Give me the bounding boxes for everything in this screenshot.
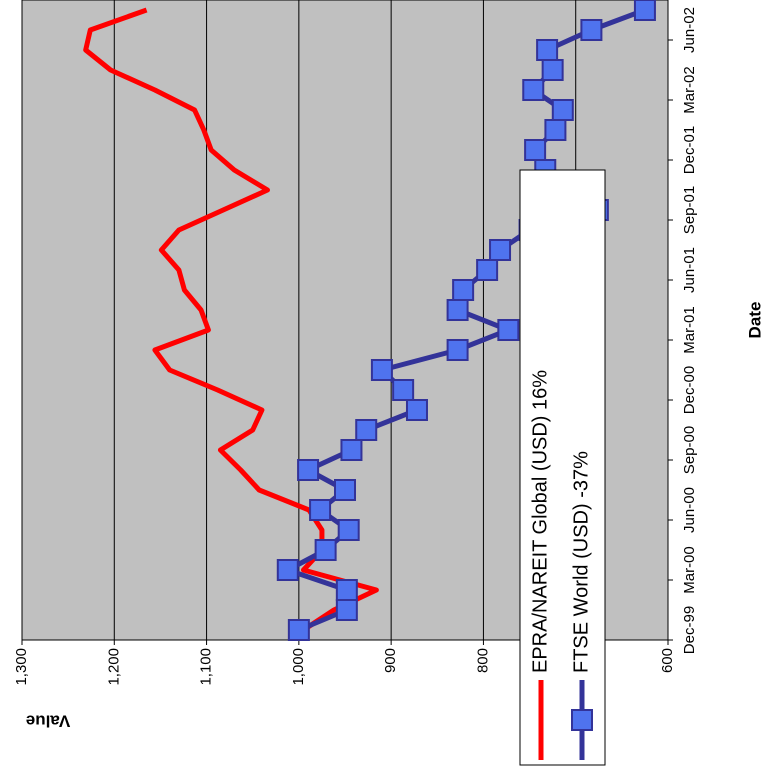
marker <box>476 259 499 281</box>
x-tick-label: Jun-01 <box>681 247 698 293</box>
legend-marker <box>571 709 593 731</box>
legend <box>519 169 606 766</box>
y-tick-label: 1,200 <box>105 648 122 686</box>
x-tick-label: Mar-00 <box>681 546 698 594</box>
x-tick-label: Jun-02 <box>681 7 698 53</box>
marker <box>497 319 520 341</box>
marker <box>446 339 469 361</box>
y-tick-label: 1,100 <box>198 648 215 686</box>
y-tick-label: 900 <box>382 648 399 673</box>
legend-label: EPRA/NAREIT Global (USD) 16% <box>529 370 551 673</box>
marker <box>337 519 360 541</box>
x-tick-label: Dec-01 <box>681 126 698 174</box>
x-tick-label: Mar-02 <box>681 66 698 114</box>
marker <box>335 599 358 621</box>
rotated-chart: Date Value 6007008009001,0001,1001,2001,… <box>13 0 764 766</box>
marker <box>522 79 545 101</box>
x-tick-label: Sep-00 <box>681 426 698 474</box>
marker <box>287 619 310 641</box>
marker <box>544 119 567 141</box>
marker <box>309 499 332 521</box>
marker <box>334 479 356 501</box>
x-tick-label: Mar-01 <box>681 306 698 354</box>
marker <box>405 399 428 421</box>
marker <box>314 539 337 561</box>
y-tick-label: 1,000 <box>290 648 307 686</box>
marker <box>340 439 363 461</box>
y-tick-label: 800 <box>474 648 491 673</box>
marker <box>551 99 574 121</box>
marker <box>452 279 475 301</box>
marker <box>524 139 547 161</box>
y-axis-title: Value <box>26 712 70 731</box>
marker <box>489 239 512 261</box>
marker <box>633 0 656 21</box>
series-line <box>83 7 379 633</box>
marker <box>276 559 299 581</box>
marker <box>580 19 603 41</box>
y-tick-label: 600 <box>659 648 676 673</box>
legend-label: FTSE World (USD) -37% <box>570 451 592 673</box>
marker <box>297 459 320 481</box>
x-tick-label: Jun-00 <box>681 487 698 533</box>
marker <box>392 379 415 401</box>
x-axis-title: Date <box>745 302 764 339</box>
marker <box>355 419 378 441</box>
x-tick-label: Dec-99 <box>681 606 698 654</box>
y-tick-label: 1,300 <box>13 648 30 686</box>
x-tick-label: Dec-00 <box>681 366 698 414</box>
x-tick-label: Sep-01 <box>681 186 698 234</box>
marker <box>335 579 358 601</box>
marker <box>541 59 564 81</box>
marker <box>370 359 393 381</box>
marker <box>446 299 469 321</box>
marker <box>536 39 559 61</box>
